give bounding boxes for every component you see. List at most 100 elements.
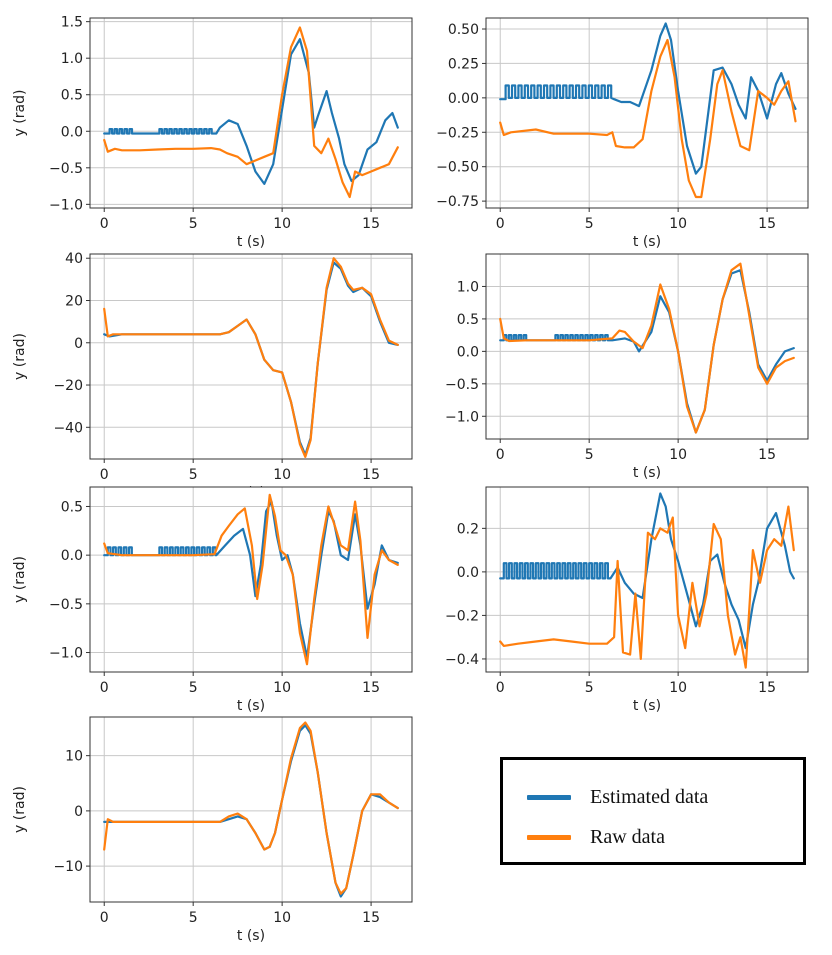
x-tick-label: 10 [273,910,291,926]
plot-frame [485,17,809,209]
x-tick-label: 15 [758,447,776,463]
y-tick-label: −0.5 [49,161,83,177]
x-tick-label: 0 [496,216,505,232]
chart-2: 0 5 10 15 −0.75 −0.50 −0.25 0.00 0.25 0.50 t (s) [436,17,809,250]
plot-frame [89,716,413,903]
x-tick-label: 15 [362,910,380,926]
x-tick-label: 10 [669,447,687,463]
y-tick-label: −0.50 [436,160,479,176]
series-line-raw [499,262,795,434]
x-axis-label: t (s) [237,698,265,714]
y-tick-label: −1.0 [49,646,83,662]
y-tick-label: −40 [53,420,83,436]
y-tick-label: 0.00 [448,91,479,107]
x-tick-label: 0 [100,216,109,232]
plot-frame [89,486,413,673]
chart-6: 0 5 10 15 −0.4 −0.2 0.0 0.2 t (s) [445,486,809,714]
y-tick-label: −0.25 [436,125,479,141]
x-axis-label: t (s) [633,698,661,714]
plot-frame [485,486,809,673]
plot-area [90,717,412,902]
y-tick-label: 0.5 [61,499,83,515]
x-axis-label: t (s) [237,928,265,944]
x-axis-label: t (s) [633,234,661,250]
x-axis-label: t (s) [237,234,265,250]
series-line-estimated [499,269,795,434]
plot-frame [89,253,413,460]
x-tick-label: 10 [669,680,687,696]
x-tick-label: 10 [273,216,291,232]
y-tick-label: 0.5 [457,312,479,328]
y-tick-label: 0 [74,336,83,352]
y-tick-label: 0.25 [448,56,479,72]
y-tick-label: 0.2 [457,521,479,537]
legend-item-raw: Raw data [527,824,665,850]
y-tick-label: 1.0 [61,51,83,67]
legend-item-estimated: Estimated data [527,784,708,810]
x-tick-label: 10 [273,680,291,696]
series-line-raw [103,26,399,199]
series-line-raw [103,257,399,458]
legend-swatch-raw [527,834,571,840]
series-line-raw [499,505,795,669]
x-axis-label: t (s) [633,465,661,481]
plot-area [486,254,808,439]
y-tick-label: −1.0 [445,409,479,425]
y-tick-label: 0.0 [457,344,479,360]
series-line-estimated [103,38,399,185]
series-line-raw [103,493,399,666]
y-tick-label: −0.2 [445,608,479,624]
y-tick-label: −20 [53,378,83,394]
y-axis-label: y (rad) [12,90,28,137]
x-tick-label: 15 [758,216,776,232]
y-axis-label: y (rad) [12,333,28,380]
y-tick-label: 0.0 [457,565,479,581]
chart-7: 0 5 10 15 −10 0 10 t (s) y (rad) [12,716,413,944]
y-tick-label: 0.0 [61,124,83,140]
chart-4: 0 5 10 15 −1.0 −0.5 0.0 0.5 1.0 t (s) [445,253,809,481]
y-tick-label: −1.0 [49,197,83,213]
y-tick-label: 0 [74,804,83,820]
y-tick-label: 20 [65,293,83,309]
series-line-raw [103,721,399,895]
x-tick-label: 10 [273,467,291,483]
y-axis-label: y (rad) [12,786,28,833]
x-tick-label: 15 [362,216,380,232]
legend-swatch-estimated [527,794,571,800]
x-tick-label: 0 [100,910,109,926]
x-tick-label: 0 [496,447,505,463]
plot-frame [485,253,809,440]
y-tick-label: 0.0 [61,548,83,564]
x-tick-label: 0 [100,467,109,483]
y-tick-label: 40 [65,251,83,267]
legend-label-estimated: Estimated data [590,785,709,808]
y-tick-label: −0.5 [445,377,479,393]
x-tick-label: 15 [362,680,380,696]
x-tick-label: 5 [189,680,198,696]
y-axis-label: y (rad) [12,556,28,603]
x-tick-label: 0 [100,680,109,696]
y-tick-label: 1.5 [61,15,83,31]
x-tick-label: 15 [362,467,380,483]
plot-area [90,254,412,459]
x-tick-label: 15 [758,680,776,696]
y-tick-label: 0.5 [61,88,83,104]
x-tick-label: 0 [496,680,505,696]
x-tick-label: 5 [585,216,594,232]
x-tick-label: 5 [189,467,198,483]
chart-1: 0 5 10 15 −1.0 −0.5 0.0 0.5 1.0 1.5 t (s) y (rad) [12,15,413,250]
x-tick-label: 5 [585,447,594,463]
x-tick-label: 10 [669,216,687,232]
y-tick-label: 1.0 [457,279,479,295]
y-tick-label: 0.50 [448,22,479,38]
plot-area [90,18,412,208]
series-line-estimated [499,22,797,175]
x-tick-label: 5 [189,216,198,232]
chart-5: 0 5 10 15 −1.0 −0.5 0.0 0.5 t (s) y (rad) [12,486,413,714]
y-tick-label: 10 [65,749,83,765]
series-line-raw [499,38,797,199]
y-tick-label: −10 [53,859,83,875]
y-tick-label: −0.75 [436,194,479,210]
